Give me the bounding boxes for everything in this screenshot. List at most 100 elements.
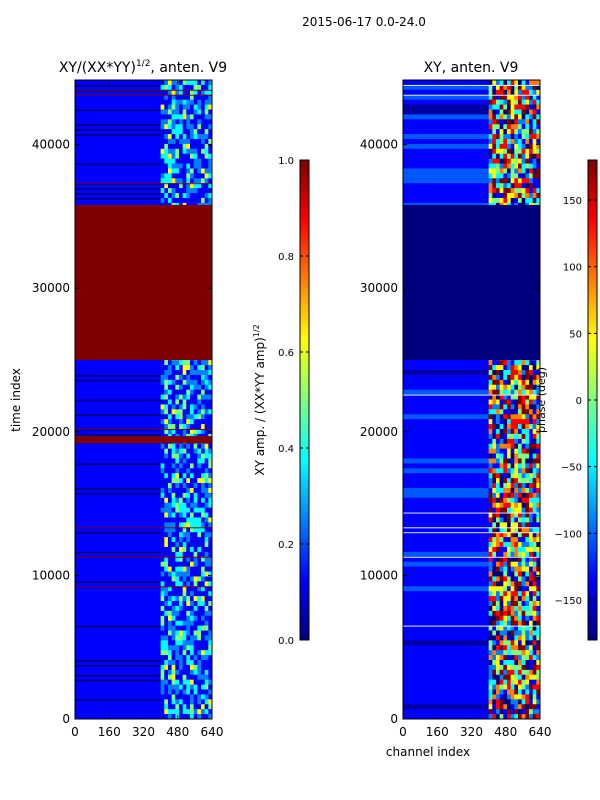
heatmap-cell [495,660,500,666]
heatmap-cell [197,414,202,420]
heatmap-cell [182,370,187,376]
heatmap-cell [200,630,205,636]
heatmap-cell [503,542,508,548]
heatmap-cell [186,114,191,120]
heatmap-cell [532,453,537,459]
heatmap-cell [171,389,176,395]
heatmap-cell [514,424,519,430]
right-xlabel: channel index [386,745,470,759]
heatmap-cell [521,679,526,685]
heatmap-cell [167,124,172,130]
heatmap-stripe [75,94,212,96]
heatmap-cell [189,473,194,479]
heatmap-cell [517,119,522,125]
heatmap-cell [171,193,176,199]
heatmap-cell [200,173,205,179]
heatmap-cell [521,104,526,110]
heatmap-cell [521,109,526,115]
heatmap-cell [488,463,493,469]
heatmap-cell [197,660,202,666]
heatmap-cell [506,89,511,96]
heatmap-cell [193,709,198,715]
heatmap-cell [521,669,526,676]
heatmap-cell [167,389,172,395]
heatmap-cell [536,158,541,164]
heatmap-cell [208,94,213,100]
heatmap-cell [186,596,191,602]
heatmap-cell [514,109,519,115]
heatmap-cell [510,183,515,189]
heatmap-cell [204,571,209,577]
heatmap-cell [514,664,519,671]
heatmap-cell [193,483,198,489]
heatmap-cell [167,674,172,680]
heatmap-cell [167,119,172,125]
heatmap-cell [197,596,202,602]
heatmap-cell [197,468,202,474]
heatmap-cell [193,453,198,459]
heatmap-cell [488,689,493,695]
heatmap-cell [197,424,202,430]
heatmap-cell [167,527,172,533]
heatmap-cell [525,399,530,405]
heatmap-cell [536,546,541,553]
heatmap-cell [510,620,515,626]
heatmap-cell [488,94,493,100]
heatmap-cell [175,129,180,135]
heatmap-cell [521,625,526,631]
heatmap-cell [164,610,169,617]
heatmap-cell [208,497,213,504]
heatmap-cell [171,143,176,150]
heatmap-cell [186,384,191,390]
heatmap-cell [193,660,198,666]
heatmap-cell [178,419,183,425]
heatmap-cell [525,512,530,518]
heatmap-cell [536,586,541,592]
heatmap-cell [495,188,500,194]
heatmap-cell [164,183,169,189]
heatmap-cell [200,404,205,410]
heatmap-cell [204,630,209,636]
heatmap-row-band [75,664,161,667]
heatmap-cell [492,394,497,400]
heatmap-cell [160,458,165,464]
heatmap-cell [160,158,165,164]
heatmap-cell [197,487,202,494]
heatmap-cell [528,571,533,577]
heatmap-cell [167,148,172,155]
heatmap-cell [506,124,511,130]
heatmap-cell [510,655,515,661]
heatmap-cell [514,601,519,607]
heatmap-cell [167,517,172,523]
heatmap-cell [495,394,500,400]
heatmap-cell [503,168,508,174]
heatmap-cell [488,679,493,685]
heatmap-cell [536,168,541,174]
y-tick-label: 30000 [32,281,70,295]
heatmap-cell [197,473,202,479]
heatmap-cell [204,522,209,528]
heatmap-cell [525,517,530,523]
heatmap-cell [506,537,511,543]
heatmap-cell [200,370,205,376]
heatmap-cell [167,635,172,641]
heatmap-cell [189,414,194,420]
heatmap-cell [521,591,526,597]
heatmap-cell [532,556,537,563]
heatmap-cell [182,153,187,159]
heatmap-cell [178,610,183,617]
heatmap-cell [204,517,209,523]
heatmap-cell [525,591,530,597]
heatmap-cell [517,669,522,676]
heatmap-cell [488,714,493,720]
heatmap-cell [167,463,172,469]
heatmap-cell [506,551,511,558]
heatmap-cell [167,620,172,626]
heatmap-cell [536,689,541,695]
heatmap-cell [178,664,183,671]
heatmap-cell [528,561,533,567]
heatmap-cell [160,99,165,105]
heatmap-cell [510,374,515,381]
heatmap-stripe [403,84,540,86]
